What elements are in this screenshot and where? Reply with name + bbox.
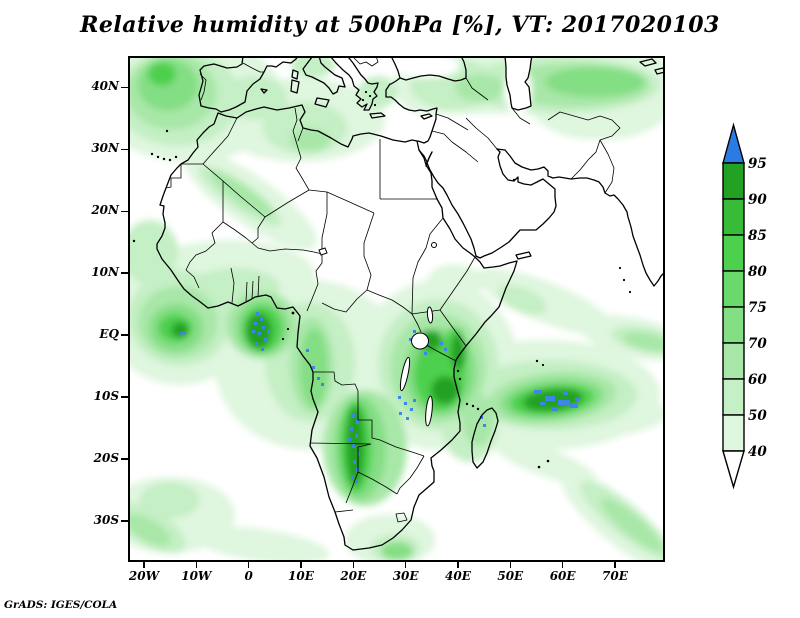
sicily [314, 97, 330, 108]
arabia-coastline [426, 148, 557, 259]
x-tick-label: 20W [128, 569, 160, 583]
colorbar-segment [722, 378, 745, 416]
black-sea-south-coastline [399, 56, 467, 82]
x-axis-tick [352, 562, 355, 568]
cyprus [420, 113, 433, 120]
colorbar-segment [722, 270, 745, 308]
iberia-france-coastline [198, 56, 299, 113]
balkans-greece-coastline [329, 56, 379, 111]
y-tick-label: 40N [91, 79, 119, 94]
colorbar-under-triangle [722, 450, 745, 490]
colorbar-segment [722, 342, 745, 380]
x-tick-label: 30E [392, 569, 419, 583]
y-axis-tick [121, 520, 128, 522]
colorbar-segment [722, 198, 745, 236]
x-axis-tick [300, 562, 302, 568]
balearics [260, 88, 268, 94]
rh-over-95-speckles [180, 312, 579, 483]
lake-chad [318, 247, 328, 256]
colorbar-label: 40 [748, 444, 767, 460]
colorbar-label: 95 [748, 156, 767, 172]
colorbar-label: 75 [748, 300, 767, 316]
colorbar-label: 80 [748, 264, 767, 280]
x-axis-tick [247, 562, 250, 568]
y-tick-label: 30S [93, 512, 119, 527]
credit-label: GrADS: IGES/COLA [4, 599, 118, 611]
italy-coastline [302, 56, 346, 95]
x-tick-label: 60E [549, 569, 576, 583]
x-axis-tick [614, 562, 616, 568]
y-axis-tick [121, 334, 128, 336]
x-axis-tick [195, 562, 198, 568]
madagascar-coastline [471, 407, 499, 469]
colorbar-segment [722, 162, 745, 200]
lakes [318, 242, 437, 427]
colorbar-label: 60 [748, 372, 767, 388]
y-tick-label: 30N [91, 141, 119, 156]
lake-victoria [411, 332, 429, 350]
lake-turkana [426, 306, 434, 324]
y-axis-tick [121, 272, 128, 274]
y-tick-label: EQ [99, 327, 119, 342]
marmara-coastline [390, 56, 401, 85]
y-axis-tick [121, 396, 128, 398]
y-tick-label: 10S [93, 389, 119, 404]
lake-tanganyika [399, 356, 411, 392]
plot-title: Relative humidity at 500hPa [%], VT: 201… [80, 12, 720, 38]
lake-tana [431, 242, 437, 248]
caspian-sea [504, 56, 533, 111]
colorbar-label: 90 [748, 192, 767, 208]
colorbar-segment [722, 234, 745, 272]
x-tick-label: 70E [602, 569, 628, 583]
coastlines [156, 56, 665, 551]
humidity-field [128, 56, 665, 562]
colorbar-over-triangle [722, 122, 745, 164]
socotra [515, 251, 532, 260]
colorbar-label: 70 [748, 336, 767, 352]
x-axis-tick [457, 562, 459, 568]
lake-malawi [425, 395, 433, 427]
x-tick-label: 20E [340, 569, 367, 583]
colorbar-segment [722, 306, 745, 344]
x-tick-label: 10E [288, 569, 314, 583]
x-tick-label: 0 [244, 569, 253, 583]
map-border [128, 56, 665, 562]
x-tick-label: 50E [497, 569, 524, 583]
x-axis-tick [509, 562, 512, 568]
corsica [291, 69, 299, 80]
aral-lakes [639, 58, 665, 75]
y-axis-tick [121, 458, 128, 460]
y-axis-tick [121, 148, 128, 151]
x-tick-label: 40E [445, 569, 471, 583]
crete [369, 112, 386, 119]
map-canvas [128, 56, 665, 562]
sardinia [290, 79, 300, 94]
x-axis-tick [404, 562, 407, 568]
colorbar: 95 90 85 80 75 70 60 50 40 [722, 122, 767, 490]
y-axis-tick [121, 210, 128, 213]
y-tick-label: 20N [91, 203, 119, 218]
country-borders [165, 56, 621, 523]
iran-india-coastline [496, 148, 665, 287]
colorbar-label: 85 [748, 228, 767, 244]
y-tick-label: 10N [91, 265, 119, 280]
x-tick-label: 10W [181, 569, 212, 583]
x-axis-tick [143, 562, 145, 568]
colorbar-label: 50 [748, 408, 767, 424]
map-frame [128, 56, 665, 562]
turkey-south-levant-coastline [385, 83, 438, 144]
y-axis-tick [121, 86, 128, 89]
y-tick-label: 20S [93, 451, 119, 466]
colorbar-segment [722, 414, 745, 452]
africa-coastline [156, 104, 518, 551]
x-axis-tick [561, 562, 564, 568]
